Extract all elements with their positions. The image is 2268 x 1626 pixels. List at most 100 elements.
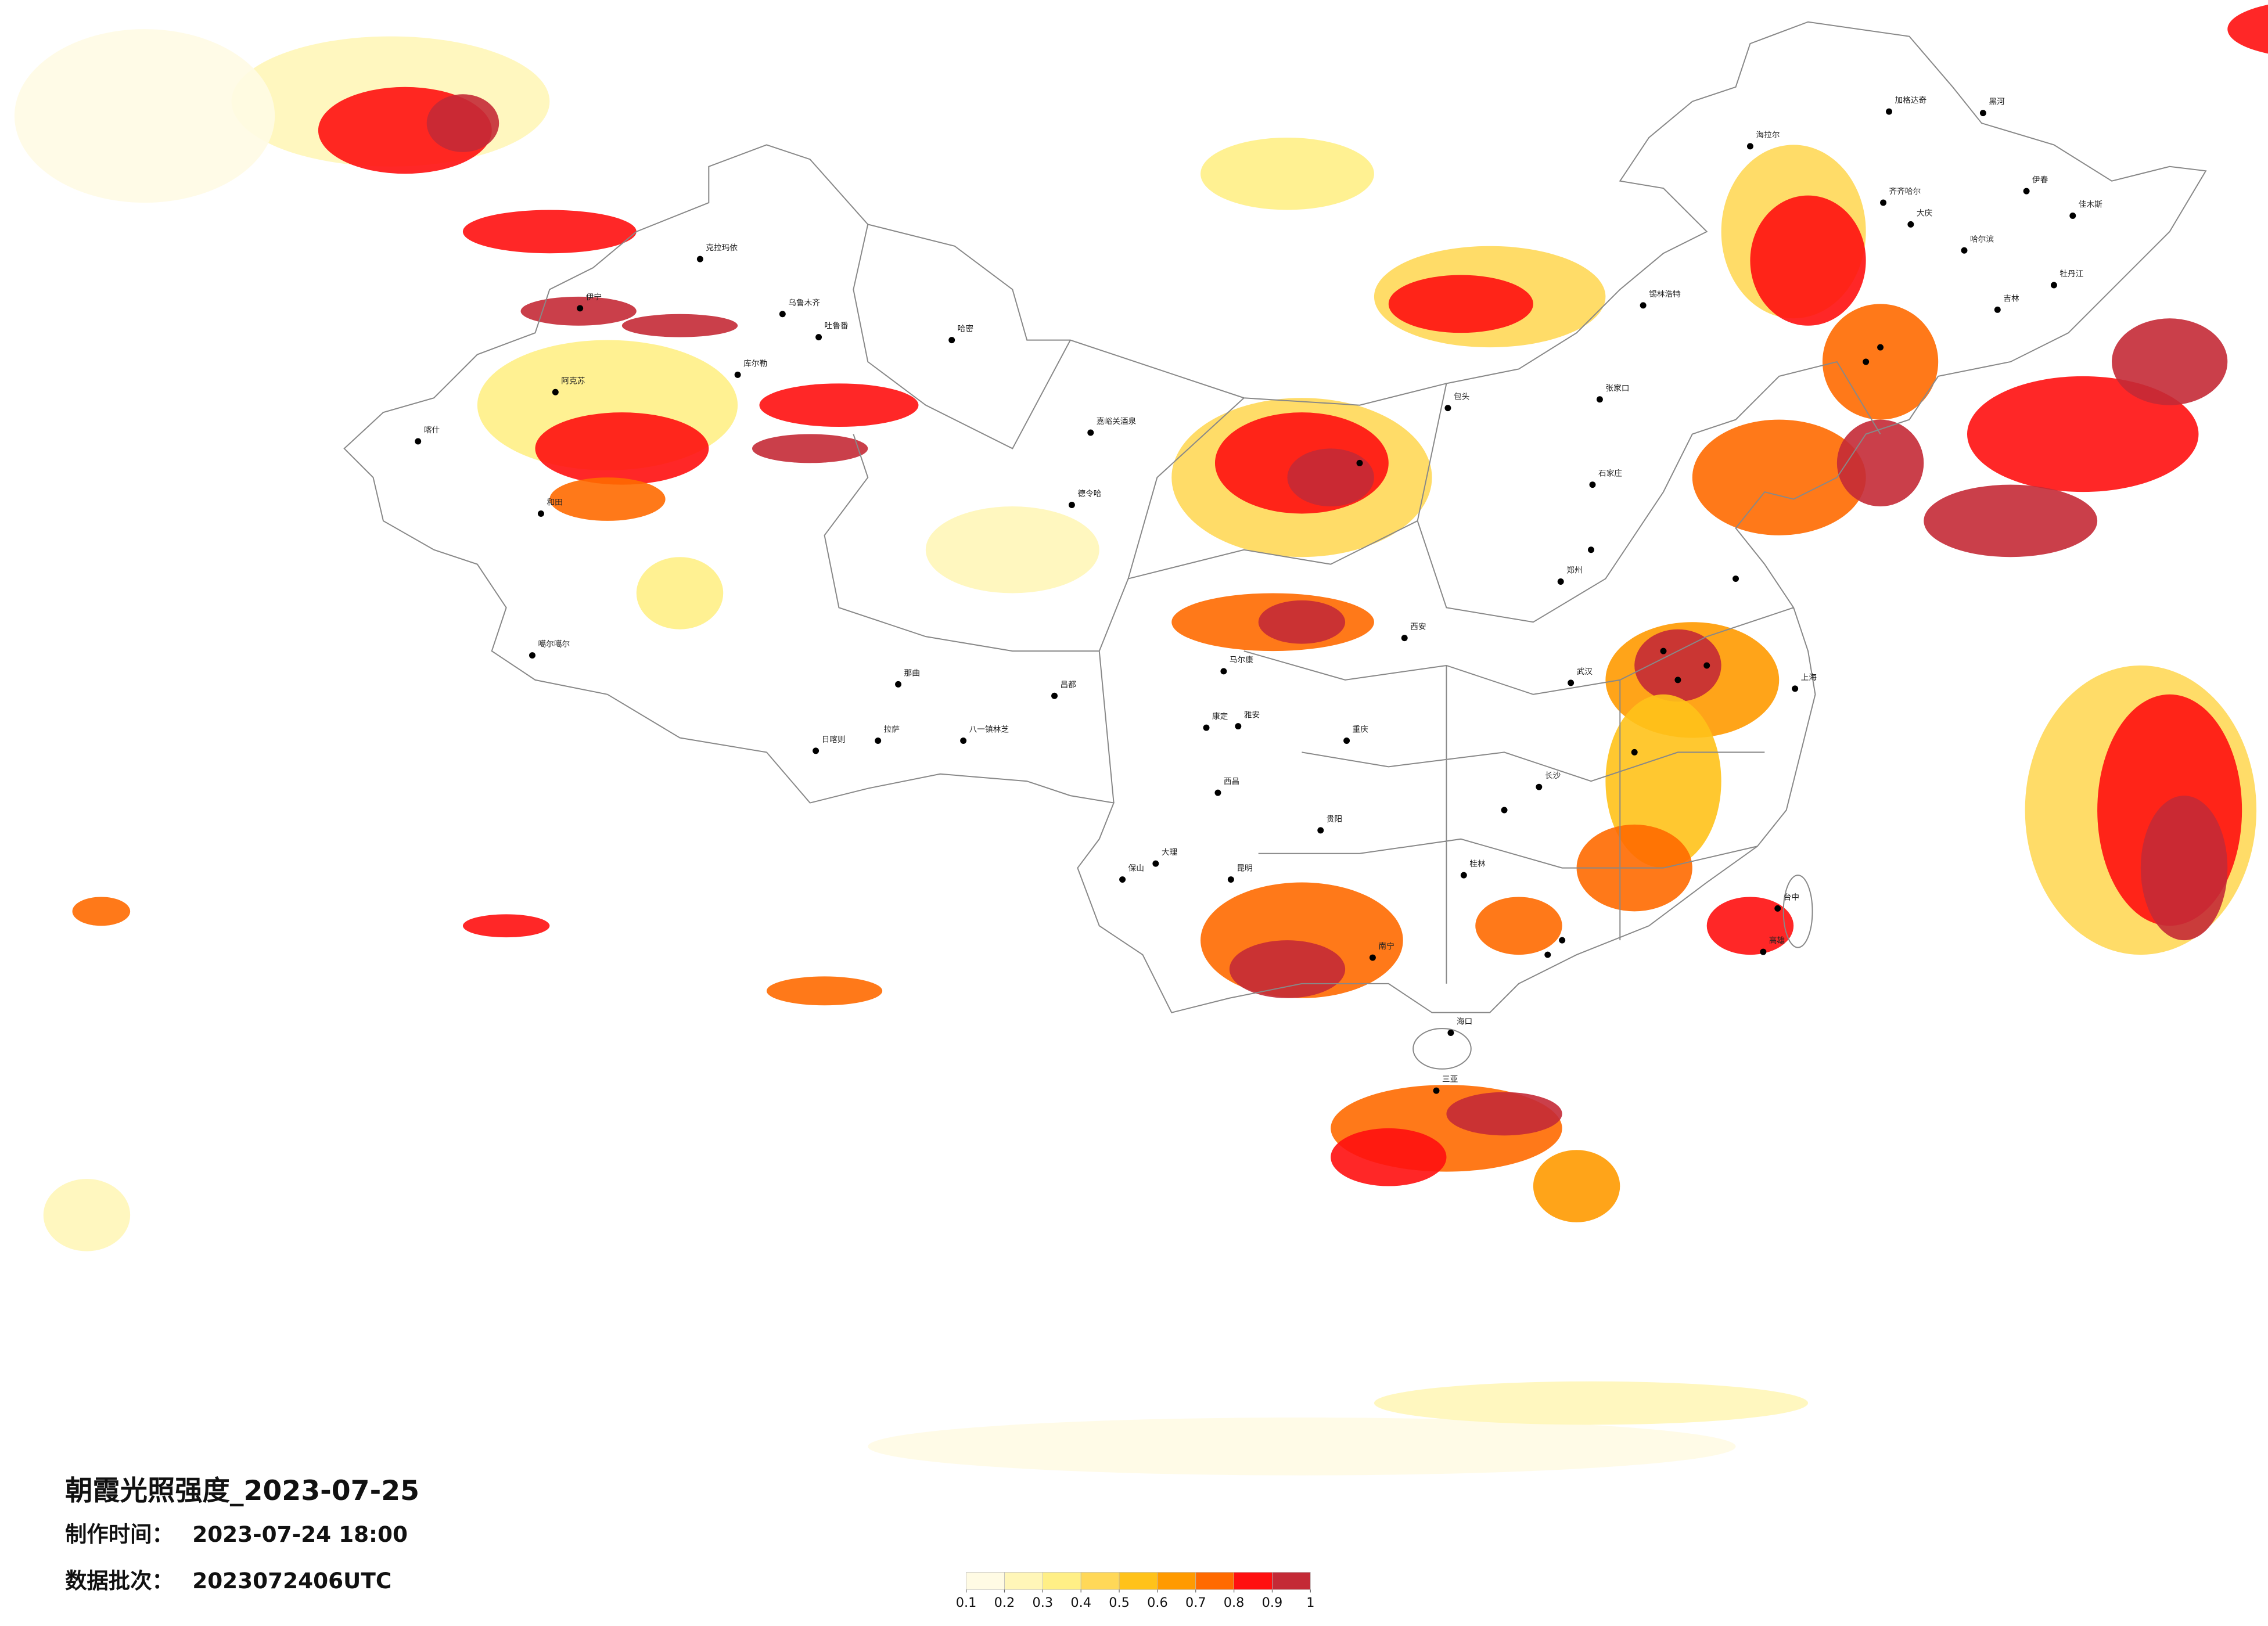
station-dot — [1356, 459, 1363, 466]
intensity-blob — [1287, 448, 1374, 507]
city-label: 郑州 — [1566, 566, 1582, 575]
city-dot — [1746, 143, 1753, 150]
legend-tick-label: 0.9 — [1262, 1595, 1283, 1610]
legend-swatch — [1080, 1572, 1120, 1590]
intensity-blob — [426, 94, 499, 152]
city-dot — [1760, 948, 1767, 955]
intensity-blob — [520, 296, 637, 326]
city-dot — [1235, 723, 1242, 730]
intensity-blob — [2112, 318, 2228, 405]
city-label: 库尔勒 — [743, 359, 767, 368]
city-dot — [529, 652, 535, 659]
city-dot — [1774, 905, 1781, 912]
city-label: 张家口 — [1605, 383, 1629, 393]
city-label: 克拉玛依 — [706, 243, 738, 253]
legend-tick-label: 0.8 — [1224, 1595, 1245, 1610]
intensity-blob — [1706, 897, 1794, 955]
city-dot — [1203, 724, 1210, 731]
intensity-blob — [1446, 1092, 1562, 1136]
batch-label: 数据批次： — [65, 1568, 174, 1593]
city-label: 大理 — [1162, 848, 1178, 857]
city-dot — [696, 256, 703, 262]
city-label: 西昌 — [1224, 777, 1239, 786]
batch-value: 2023072406UTC — [192, 1568, 391, 1593]
legend-tick-label: 0.4 — [1070, 1595, 1091, 1610]
intensity-blob — [1388, 275, 1533, 333]
city-label: 伊宁 — [586, 292, 602, 302]
city-dot — [1444, 405, 1451, 412]
city-dot — [1317, 827, 1324, 834]
city-label: 昌都 — [1060, 680, 1076, 689]
city-label: 拉萨 — [884, 725, 900, 735]
city-dot — [1568, 679, 1575, 686]
legend-tick-label: 0.2 — [994, 1595, 1015, 1610]
station-dot — [1544, 951, 1551, 958]
city-dot — [1068, 502, 1075, 509]
city-dot — [1994, 306, 2001, 313]
city-dot — [537, 510, 544, 517]
city-label: 佳木斯 — [2079, 200, 2102, 210]
hainan-outline — [1412, 1028, 1472, 1070]
intensity-blob — [14, 29, 275, 203]
intensity-blob — [868, 1418, 1736, 1476]
intensity-blob — [636, 557, 724, 629]
made-label: 制作时间： — [65, 1521, 174, 1547]
city-dot — [1640, 302, 1647, 309]
intensity-blob — [1836, 419, 1924, 507]
city-label: 高雄 — [1769, 936, 1785, 945]
intensity-blob — [621, 314, 738, 337]
city-label: 包头 — [1454, 393, 1469, 402]
city-dot — [1433, 1087, 1440, 1094]
intensity-blob — [1750, 195, 1866, 326]
title: 朝霞光照强度_2023-07-25 — [65, 1475, 419, 1507]
intensity-blob — [462, 914, 550, 938]
city-dot — [552, 388, 559, 395]
border — [343, 21, 2207, 1013]
city-dot — [1460, 872, 1467, 879]
intensity-blob — [925, 506, 1099, 593]
city-dot — [1792, 685, 1799, 692]
legend-swatch — [1234, 1572, 1273, 1590]
intensity-blob — [1201, 137, 1374, 210]
city-label: 马尔康 — [1230, 655, 1253, 665]
intensity-blob — [759, 383, 919, 427]
city-label: 大庆 — [1917, 208, 1933, 218]
city-label: 保山 — [1128, 864, 1144, 873]
city-dot — [2023, 188, 2030, 195]
city-dot — [1536, 783, 1543, 790]
city-label: 喀什 — [424, 426, 440, 435]
intensity-blob — [1331, 1128, 1447, 1186]
city-label: 雅安 — [1244, 711, 1260, 720]
city-dot — [1051, 692, 1058, 699]
station-dot — [1559, 937, 1566, 944]
city-dot — [577, 305, 584, 312]
city-label: 和田 — [547, 498, 562, 508]
legend-tick-label: 0.7 — [1185, 1595, 1206, 1610]
city-label: 牡丹江 — [2059, 269, 2083, 279]
city-label: 石家庄 — [1598, 469, 1622, 479]
city-dot — [415, 438, 422, 445]
city-label: 上海 — [1801, 673, 1817, 682]
station-dot — [1703, 662, 1710, 669]
legend-swatch — [1272, 1572, 1311, 1590]
intensity-blob — [1822, 304, 1939, 420]
city-label: 那曲 — [904, 668, 920, 678]
city-dot — [734, 371, 741, 378]
station-dot — [1631, 749, 1638, 756]
city-label: 乌鲁木齐 — [788, 298, 820, 308]
intensity-blob — [1692, 419, 1866, 535]
intensity-blob — [1475, 897, 1562, 955]
intensity-blob — [2227, 5, 2268, 54]
intensity-blob — [72, 897, 131, 926]
city-label: 桂林 — [1469, 859, 1486, 869]
city-dot — [1220, 668, 1227, 675]
intensity-field — [14, 5, 2268, 1476]
city-dot — [948, 337, 955, 344]
city-dot — [1979, 110, 1986, 117]
station-dot — [1674, 677, 1681, 684]
legend-tick-label: 0.3 — [1033, 1595, 1054, 1610]
city-dot — [1119, 876, 1126, 883]
made-value: 2023-07-24 18:00 — [192, 1521, 408, 1547]
legend-swatch — [1157, 1572, 1196, 1590]
